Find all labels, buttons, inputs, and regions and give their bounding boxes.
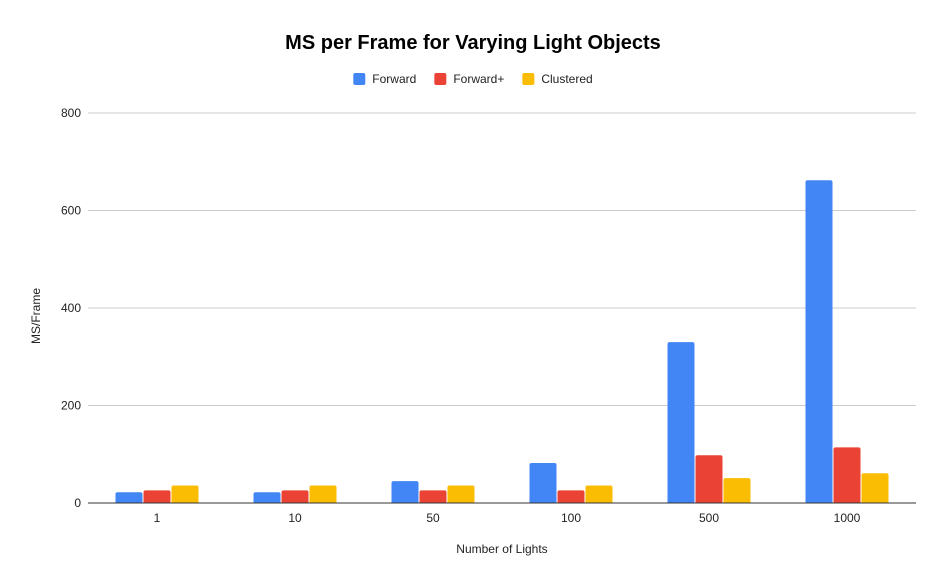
chart-title: MS per Frame for Varying Light Objects [285,32,661,54]
bar-clustered-1000 [861,473,889,503]
bar-clustered-50 [447,485,475,503]
y-tick-label: 200 [61,399,81,413]
legend-label: Forward+ [453,72,504,86]
legend: Forward Forward+ Clustered [353,72,593,86]
bar-clustered-1 [171,485,199,503]
y-tick-label: 800 [61,106,81,120]
legend-item: Forward+ [434,72,504,86]
bar-forward--50 [419,490,447,503]
bar-forward-1000 [805,180,833,503]
x-axis-ticks: 1 10 50 100 500 1000 [154,511,861,525]
x-tick-label: 500 [699,511,719,525]
legend-swatch [522,73,535,85]
x-tick-label: 10 [288,511,302,525]
bar-forward-500 [667,342,695,503]
y-axis-title: MS/Frame [29,288,43,344]
bar-forward--1 [143,490,171,503]
legend-item: Forward [353,72,416,86]
x-tick-label: 1000 [834,511,861,525]
legend-item: Clustered [522,72,593,86]
bar-clustered-500 [723,478,751,503]
legend-swatch [353,73,366,85]
x-tick-label: 1 [154,511,161,525]
bar-forward--1000 [833,447,861,503]
bar-clustered-10 [309,485,337,503]
bar-forward--500 [695,455,723,503]
bar-forward-100 [529,463,557,503]
legend-label: Forward [372,72,416,86]
x-tick-label: 100 [561,511,581,525]
legend-label: Clustered [541,72,592,86]
bar-forward--10 [281,490,309,503]
y-tick-label: 600 [61,204,81,218]
bar-forward-10 [253,492,281,503]
bars [115,180,889,503]
y-tick-label: 400 [61,301,81,315]
y-axis-ticks: 0 200 400 600 800 [61,106,81,510]
legend-swatch [434,73,447,85]
y-tick-label: 0 [74,496,81,510]
bar-clustered-100 [585,485,613,503]
x-tick-label: 50 [426,511,440,525]
bar-forward-50 [391,481,419,503]
x-axis-title: Number of Lights [456,542,547,556]
bar-forward--100 [557,490,585,503]
gridlines [88,112,916,406]
bar-forward-1 [115,492,143,503]
